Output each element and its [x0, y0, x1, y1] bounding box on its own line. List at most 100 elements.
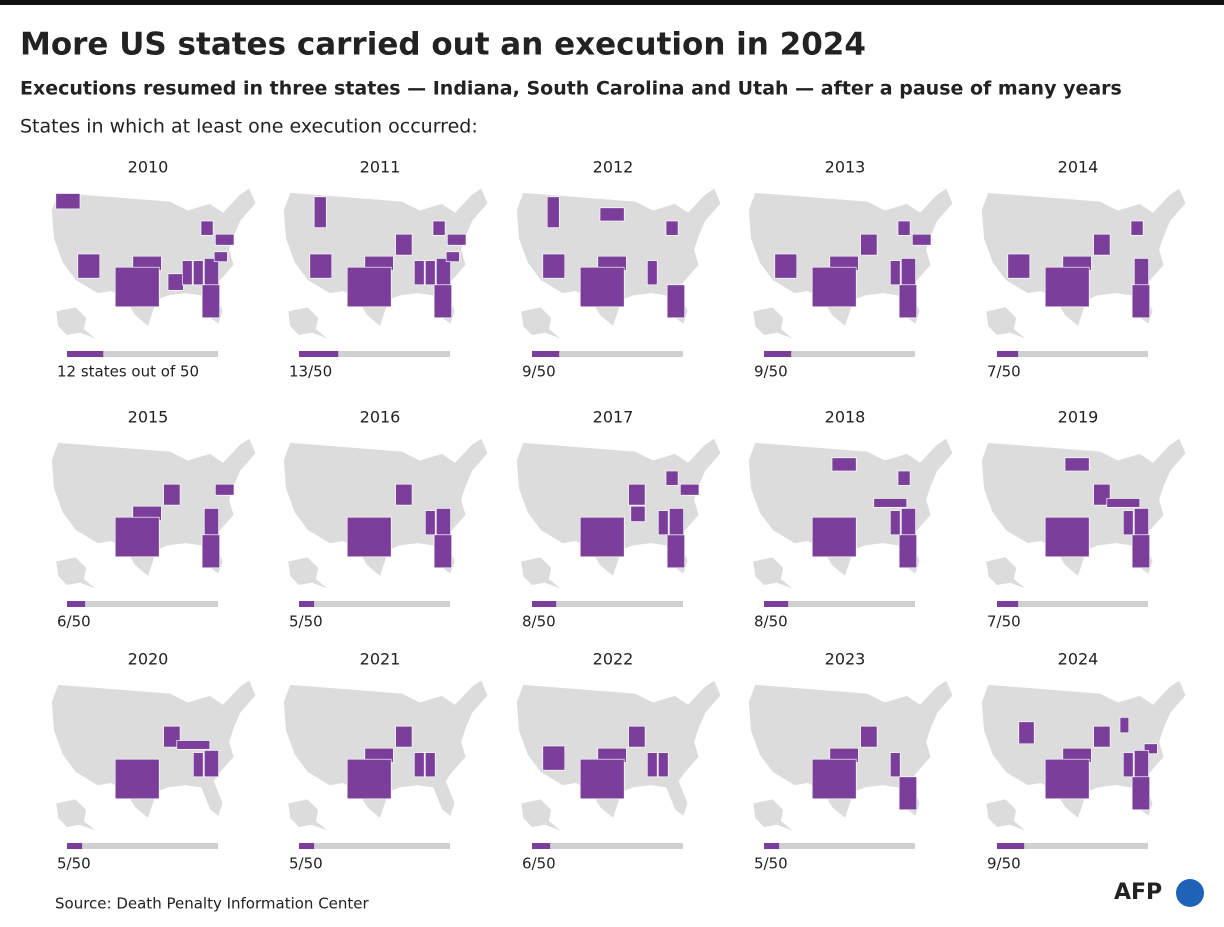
bar-fill: [764, 601, 789, 607]
state-highlight: [214, 233, 235, 246]
alaska: [55, 556, 98, 591]
bar-track: [532, 843, 683, 849]
state-highlight: [176, 740, 211, 750]
alaska: [985, 798, 1028, 833]
state-highlight: [346, 758, 392, 800]
state-highlight: [579, 516, 625, 558]
year-label: 2012: [593, 158, 634, 177]
bar-fill: [532, 351, 560, 357]
state-highlight: [163, 725, 181, 748]
state-highlight: [1131, 534, 1151, 569]
count-label: 5/50: [289, 613, 323, 631]
state-highlight: [889, 752, 901, 778]
state-highlight: [546, 196, 560, 228]
state-highlight: [114, 758, 160, 800]
state-highlight: [599, 207, 625, 222]
state-highlight: [898, 284, 918, 319]
state-highlight: [1106, 498, 1141, 508]
state-highlight: [201, 284, 221, 319]
state-highlight: [395, 483, 413, 506]
bar-fill: [764, 351, 792, 357]
panel: 2023 5/50: [747, 650, 954, 873]
alaska: [55, 306, 98, 341]
subtitle: Executions resumed in three states — Ind…: [20, 78, 1122, 100]
count-label: 9/50: [754, 363, 788, 381]
state-highlight: [1122, 510, 1134, 536]
panel: 2024 9/50: [980, 650, 1187, 873]
state-highlight: [1044, 266, 1090, 308]
state-highlight: [679, 483, 700, 496]
state-highlight: [900, 258, 916, 286]
state-highlight: [433, 284, 453, 319]
state-highlight: [646, 260, 658, 286]
count-label: 5/50: [289, 855, 323, 873]
map: [747, 437, 954, 591]
state-highlight: [424, 260, 436, 286]
state-highlight: [542, 253, 566, 279]
year-label: 2018: [825, 408, 866, 427]
map: [980, 679, 1187, 833]
year-label: 2023: [825, 650, 866, 669]
map: [50, 679, 257, 833]
state-highlight: [628, 725, 646, 748]
map: [980, 187, 1187, 341]
state-highlight: [542, 745, 566, 771]
intro: States in which at least one execution o…: [20, 116, 478, 138]
state-highlight: [114, 266, 160, 308]
alaska: [752, 306, 795, 341]
alaska: [752, 556, 795, 591]
count-label: 9/50: [987, 855, 1021, 873]
panels: 2010 12 states out of 50 2011 13/50 2012 9/50…: [50, 158, 1187, 873]
year-label: 2019: [1058, 408, 1099, 427]
map: [747, 679, 954, 833]
bar-fill: [299, 843, 315, 849]
state-highlight: [889, 260, 901, 286]
alaska: [287, 306, 330, 341]
state-highlight: [1093, 483, 1111, 506]
state-highlight: [1122, 752, 1134, 778]
state-highlight: [446, 233, 467, 246]
state-highlight: [395, 233, 413, 256]
map: [282, 679, 489, 833]
panel: 2012 9/50: [515, 158, 722, 381]
state-highlight: [579, 266, 625, 308]
state-highlight: [897, 220, 911, 236]
state-highlight: [1064, 457, 1090, 472]
us-outline: [50, 679, 257, 820]
logo-text: AFP: [1114, 880, 1162, 905]
state-highlight: [214, 483, 235, 496]
alaska: [520, 798, 563, 833]
state-highlight: [181, 260, 193, 286]
state-highlight: [435, 258, 451, 286]
year-label: 2024: [1058, 650, 1099, 669]
state-highlight: [873, 498, 908, 508]
map: [515, 679, 722, 833]
year-label: 2022: [593, 650, 634, 669]
state-highlight: [203, 750, 219, 778]
state-highlight: [1093, 233, 1111, 256]
state-highlight: [1130, 220, 1144, 236]
map: [515, 187, 722, 341]
state-highlight: [1044, 516, 1090, 558]
count-label: 6/50: [57, 613, 91, 631]
state-highlight: [898, 776, 918, 811]
alaska: [985, 556, 1028, 591]
state-highlight: [445, 251, 460, 263]
state-highlight: [424, 752, 436, 778]
state-highlight: [898, 534, 918, 569]
count-label: 6/50: [522, 855, 556, 873]
state-highlight: [665, 220, 679, 236]
panel: 2010 12 states out of 50: [50, 158, 257, 381]
bar-fill: [532, 843, 551, 849]
state-highlight: [1133, 258, 1149, 286]
state-highlight: [811, 266, 857, 308]
bar-track: [997, 843, 1148, 849]
state-highlight: [1044, 758, 1090, 800]
state-highlight: [55, 193, 81, 210]
state-highlight: [313, 196, 327, 228]
state-highlight: [200, 220, 214, 236]
year-label: 2011: [360, 158, 401, 177]
state-highlight: [1131, 284, 1151, 319]
state-highlight: [831, 457, 857, 472]
bar-track: [997, 601, 1148, 607]
